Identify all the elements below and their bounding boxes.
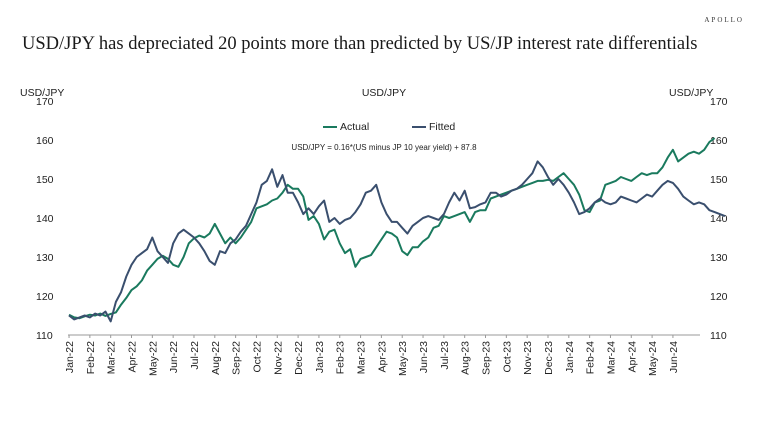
- x-tick-label: Oct-22: [251, 341, 263, 373]
- y-tick-right: 160: [710, 135, 728, 147]
- y-tick-right: 120: [710, 291, 728, 303]
- legend-label-actual: Actual: [340, 121, 369, 133]
- y-tick-left: 150: [36, 174, 54, 186]
- y-tick-left: 170: [36, 96, 54, 108]
- legend-label-fitted: Fitted: [429, 121, 455, 133]
- x-tick-label: Jul-23: [439, 341, 451, 370]
- x-tick-label: Feb-24: [585, 341, 597, 374]
- y-tick-left: 110: [36, 330, 53, 342]
- x-tick-label: Feb-22: [85, 341, 97, 374]
- x-tick-label: Dec-23: [543, 341, 555, 375]
- x-tick-label: Jun-22: [168, 341, 180, 373]
- chart-title: USD/JPY: [362, 87, 406, 99]
- x-tick-label: Aug-23: [460, 341, 472, 375]
- y-axis-left: 110 120 130 140 150 160 170: [36, 96, 54, 342]
- brand-logo-text: APOLLO: [704, 16, 744, 24]
- x-tick-label: Jun-24: [668, 341, 680, 373]
- page-headline: USD/JPY has depreciated 20 points more t…: [22, 34, 698, 54]
- y-tick-right: 110: [710, 330, 727, 342]
- regression-annotation: USD/JPY = 0.16*(US minus JP 10 year yiel…: [291, 143, 477, 152]
- y-axis-label-right: USD/JPY: [669, 87, 713, 99]
- x-tick-label: Feb-23: [335, 341, 347, 374]
- series-line-actual: [68, 137, 716, 320]
- x-tick-label: May-22: [147, 341, 159, 376]
- x-tick-label: May-23: [397, 341, 409, 376]
- x-tick-label: Apr-22: [127, 341, 139, 373]
- x-tick-label: Apr-24: [626, 341, 638, 373]
- x-tick-label: Sep-23: [481, 341, 493, 375]
- y-tick-right: 170: [710, 96, 728, 108]
- x-tick-label: Apr-23: [376, 341, 388, 373]
- x-tick-label: May-24: [647, 341, 659, 376]
- x-tick-label: Oct-23: [501, 341, 513, 373]
- x-tick-label: Sep-22: [231, 341, 243, 375]
- x-tick-label: Jul-22: [189, 341, 201, 370]
- x-tick-label: Nov-23: [522, 341, 534, 375]
- y-tick-left: 130: [36, 252, 54, 264]
- x-tick-label: Mar-24: [605, 341, 617, 374]
- y-tick-left: 160: [36, 135, 54, 147]
- series-lines: [68, 137, 726, 323]
- y-tick-right: 130: [710, 252, 728, 264]
- x-tick-label: Mar-23: [356, 341, 368, 374]
- x-tick-label: Jan-22: [64, 341, 76, 373]
- x-axis: Jan-22 Feb-22 Mar-22 Apr-22 May-22 Jun-22 Jul-…: [64, 334, 700, 376]
- series-line-fitted: [68, 160, 726, 323]
- x-tick-label: Dec-22: [293, 341, 305, 375]
- legend: Actual Fitted: [323, 121, 455, 133]
- x-tick-label: Jan-24: [564, 341, 576, 373]
- x-tick-label: Jun-23: [418, 341, 430, 373]
- y-axis-label-left: USD/JPY: [20, 87, 64, 99]
- x-tick-label: Nov-22: [272, 341, 284, 375]
- x-tick-label: Mar-22: [106, 341, 118, 374]
- x-tick-label: Aug-22: [210, 341, 222, 375]
- x-tick-label: Jan-23: [314, 341, 326, 373]
- y-tick-left: 120: [36, 291, 54, 303]
- y-tick-left: 140: [36, 213, 54, 225]
- y-tick-right: 150: [710, 174, 728, 186]
